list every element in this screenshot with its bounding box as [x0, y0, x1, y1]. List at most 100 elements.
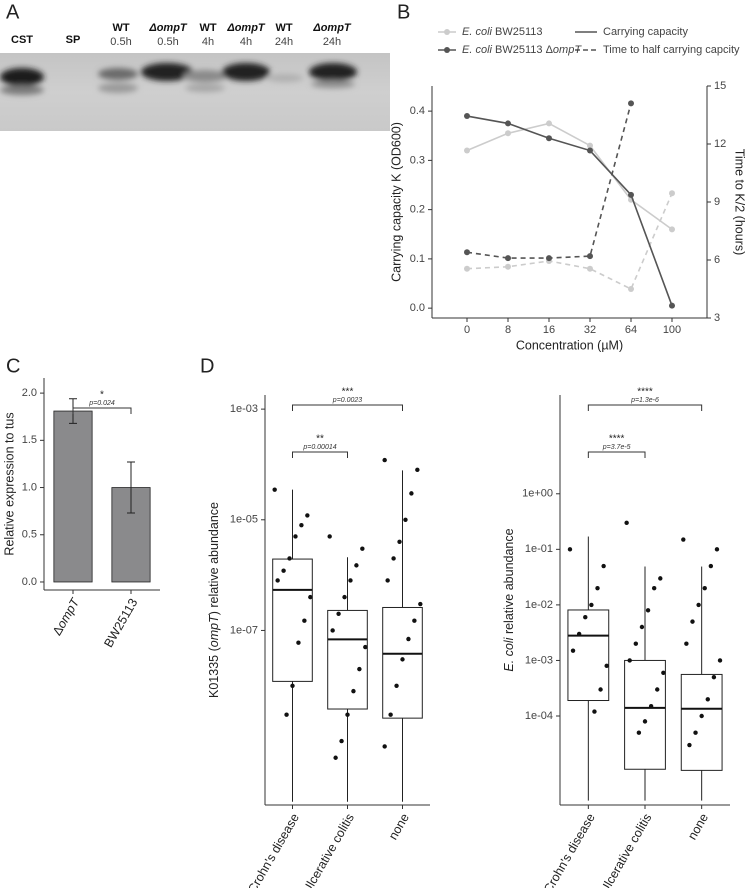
box: [382, 606, 423, 719]
x-tick-label: Crohn's disease: [245, 811, 302, 888]
y-tick-label: 0.1: [410, 253, 425, 265]
series-line: [466, 115, 673, 306]
data-point: [684, 641, 689, 646]
significance-bracket: [72, 407, 132, 414]
y-tick-label: 0.5: [22, 529, 37, 541]
data-point: [403, 517, 408, 522]
y-tick-label: 12: [714, 138, 726, 150]
p-value: p=0.024: [88, 400, 115, 407]
x-tick-label: 32: [584, 324, 596, 336]
legend-marker: [444, 47, 450, 53]
x-tick-label: 100: [663, 324, 681, 336]
data-point: [505, 120, 511, 127]
data-point: [655, 687, 660, 692]
data-point: [696, 602, 701, 608]
data-point: [681, 537, 686, 542]
data-point: [589, 602, 594, 608]
y-tick-label: 0.0: [22, 576, 37, 588]
data-point: [415, 467, 420, 473]
data-point: [628, 100, 634, 107]
data-point: [651, 585, 657, 591]
data-point: [293, 534, 298, 539]
data-point: [669, 226, 675, 233]
data-point: [570, 648, 576, 653]
data-point: [464, 147, 470, 154]
data-point: [583, 615, 588, 620]
data-point: [397, 539, 402, 545]
p-value: p=3.7e-5: [602, 444, 631, 451]
data-point: [628, 286, 634, 292]
x-tick-label: none: [386, 811, 412, 842]
error-bar: [127, 461, 135, 514]
data-point: [400, 657, 405, 662]
y2-axis-label: Time to K/2 (hours): [733, 149, 747, 256]
y-tick-label: 1e-03: [525, 654, 553, 666]
x-tick-label: 64: [625, 324, 637, 336]
data-point: [330, 628, 335, 633]
data-point: [360, 546, 365, 551]
data-point: [348, 578, 353, 583]
legend-label: Carrying capacity: [603, 26, 688, 38]
data-point: [394, 683, 399, 688]
data-point: [546, 255, 552, 262]
x-axis-label: Concentration (µM): [516, 338, 623, 352]
significance-stars: ****: [609, 434, 625, 445]
y-tick-label: 1.0: [22, 481, 37, 493]
data-point: [639, 624, 645, 630]
data-point: [290, 683, 295, 688]
lane-label: SP: [66, 34, 81, 46]
y-tick-label: 1e-03: [230, 403, 258, 415]
data-point: [546, 120, 552, 127]
bar: [53, 410, 93, 583]
data-point: [669, 190, 675, 197]
data-point: [382, 457, 387, 463]
lane-label: WT: [199, 22, 216, 34]
data-point: [624, 520, 629, 526]
box: [624, 659, 666, 770]
lane-time: 0.5h: [157, 36, 178, 48]
data-point: [357, 666, 362, 672]
data-point: [409, 491, 414, 496]
series-line: [466, 192, 673, 291]
data-point: [464, 113, 470, 120]
p-value: p=1.3e-6: [630, 397, 659, 404]
lane-label: WT: [112, 22, 129, 34]
data-point: [382, 744, 387, 749]
data-point: [567, 547, 573, 552]
data-point: [418, 601, 423, 607]
data-point: [705, 697, 710, 702]
y-tick-label: 1e-05: [230, 514, 258, 526]
y-tick-label: 6: [714, 254, 720, 266]
x-tick-label: 8: [505, 324, 511, 336]
significance-stars: ****: [637, 387, 653, 398]
data-point: [587, 253, 593, 260]
data-point: [505, 255, 511, 262]
data-point: [464, 265, 470, 272]
significance-stars: **: [316, 434, 324, 445]
data-point: [648, 704, 654, 709]
p-value: p=0.00014: [302, 444, 336, 451]
data-point: [642, 719, 648, 724]
panel-label: C: [6, 355, 20, 377]
x-tick-label: 0: [464, 324, 470, 336]
data-point: [284, 712, 289, 717]
y-axis-label: Relative expression to tus: [2, 412, 16, 555]
data-point: [354, 563, 359, 568]
gel-image: [0, 53, 390, 131]
p-value: p=0.0023: [332, 397, 362, 404]
y-tick-label: 0.4: [410, 105, 425, 117]
data-point: [345, 712, 350, 717]
data-point: [702, 585, 707, 591]
data-point: [412, 618, 417, 623]
series-line: [466, 103, 632, 259]
data-point: [598, 687, 603, 692]
box: [567, 609, 610, 702]
x-tick-label: Ulcerative colitis: [597, 811, 654, 888]
lane-label: WT: [275, 22, 292, 34]
data-point: [546, 135, 552, 142]
y-tick-label: 0.2: [410, 204, 425, 216]
data-point: [628, 191, 634, 198]
data-point: [281, 568, 286, 573]
x-tick-label: Crohn's disease: [541, 811, 598, 888]
data-point: [336, 611, 341, 616]
